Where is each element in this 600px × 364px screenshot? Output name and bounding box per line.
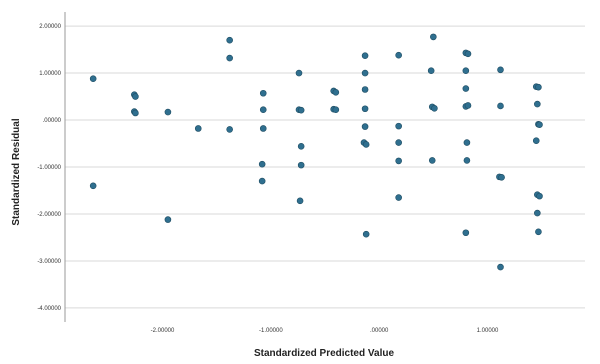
data-point — [297, 106, 305, 114]
data-point — [132, 93, 139, 100]
y-tick-label: -4.00000 — [37, 306, 61, 312]
data-point — [297, 143, 305, 150]
data-points — [89, 33, 543, 271]
data-point — [431, 104, 438, 112]
data-point — [361, 52, 369, 59]
y-tick-label: -2.00000 — [37, 212, 61, 218]
data-point — [259, 106, 267, 113]
data-point — [535, 83, 542, 91]
data-point — [427, 67, 435, 75]
y-tick-label: 2.00000 — [39, 24, 61, 30]
data-point — [464, 50, 472, 58]
data-point — [259, 89, 267, 97]
data-point — [430, 33, 437, 41]
data-point — [462, 67, 470, 75]
data-point — [395, 139, 402, 146]
data-point — [194, 125, 202, 132]
data-point — [536, 121, 543, 129]
data-point — [164, 108, 172, 116]
data-point — [535, 228, 542, 236]
gridlines — [65, 25, 585, 309]
data-point — [226, 36, 233, 44]
data-point — [497, 263, 504, 271]
data-point — [462, 229, 470, 237]
data-point — [332, 89, 340, 96]
x-tick-labels: -2.00000 -1.00000 .00000 1.00000 — [151, 328, 499, 334]
data-point — [464, 102, 472, 109]
data-point — [361, 69, 369, 77]
data-point — [361, 123, 369, 130]
y-tick-label: 1.00000 — [39, 71, 61, 77]
y-tick-label: -3.00000 — [37, 259, 61, 265]
y-axis-title: Standardized Residual — [11, 118, 22, 225]
x-tick-label: -2.00000 — [151, 328, 175, 334]
x-tick-label: 1.00000 — [477, 328, 499, 334]
data-point — [89, 75, 97, 82]
data-point — [395, 122, 402, 130]
data-point — [296, 197, 304, 205]
x-axis-title: Standardized Predicted Value — [254, 348, 394, 359]
data-point — [532, 137, 540, 144]
data-point — [536, 192, 543, 200]
data-point — [462, 85, 470, 92]
data-point — [362, 230, 370, 238]
data-point — [395, 51, 402, 59]
data-point — [463, 139, 471, 146]
data-point — [497, 102, 504, 110]
data-point — [132, 109, 139, 117]
data-point — [361, 86, 369, 93]
data-point — [332, 106, 340, 113]
x-tick-label: -1.00000 — [259, 328, 283, 334]
data-point — [395, 157, 402, 165]
data-point — [226, 126, 233, 133]
data-point — [258, 177, 266, 185]
data-point — [297, 161, 305, 169]
data-point — [361, 105, 369, 113]
y-tick-label: -1.00000 — [37, 165, 61, 171]
y-tick-labels: 2.00000 1.00000 .00000 -1.00000 -2.00000 -3.0… — [37, 24, 61, 312]
data-point — [498, 174, 505, 181]
data-point — [259, 125, 267, 132]
y-tick-label: .00000 — [43, 118, 62, 124]
data-point — [258, 160, 266, 168]
data-point — [428, 157, 436, 164]
data-point — [362, 141, 370, 148]
data-point — [164, 216, 172, 223]
data-point — [226, 54, 233, 62]
data-point — [534, 209, 541, 217]
data-point — [534, 100, 541, 108]
x-tick-label: .00000 — [370, 328, 389, 334]
data-point — [89, 182, 97, 190]
data-point — [497, 66, 504, 74]
data-point — [295, 69, 303, 77]
data-point — [395, 194, 402, 201]
data-point — [463, 157, 471, 164]
